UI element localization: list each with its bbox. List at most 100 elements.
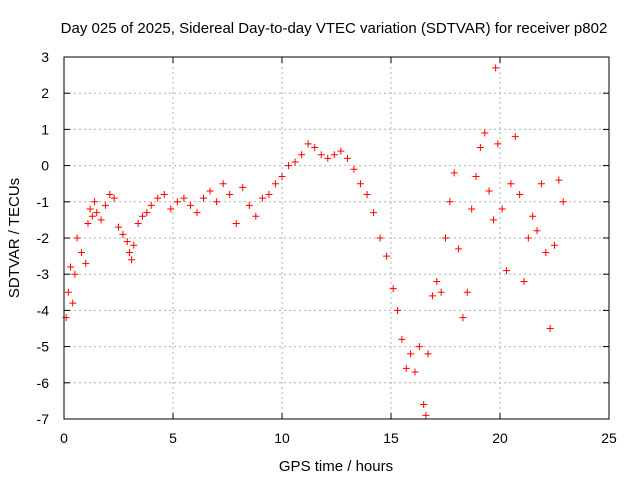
data-point (402, 364, 410, 372)
data-point (232, 220, 240, 228)
data-point (389, 285, 397, 293)
y-tick-label: -5 (37, 339, 50, 355)
data-point (524, 234, 532, 242)
data-point (77, 248, 85, 256)
data-point (84, 220, 92, 228)
data-point (476, 144, 484, 151)
data-point (123, 238, 131, 246)
data-point (93, 209, 101, 217)
data-point (193, 209, 201, 217)
data-point (206, 187, 214, 195)
data-point (450, 169, 458, 177)
data-point (239, 183, 247, 191)
y-tick-label: -2 (37, 230, 50, 246)
chart-title: Day 025 of 2025, Sidereal Day-to-day VTE… (61, 20, 608, 37)
y-tick-label: -6 (37, 375, 50, 391)
data-point (529, 212, 537, 220)
x-tick-label: 5 (169, 430, 177, 446)
data-point (383, 252, 391, 260)
plot-frame (63, 56, 610, 420)
grid-layer (64, 57, 609, 419)
data-point (492, 64, 500, 72)
data-point (219, 180, 227, 188)
x-tick-label: 0 (60, 430, 68, 446)
data-point (468, 205, 476, 213)
y-tick-label: 1 (41, 121, 49, 137)
data-point (73, 234, 81, 242)
data-point (291, 158, 299, 166)
data-point (481, 129, 489, 137)
x-tick-label: 20 (492, 430, 508, 446)
data-point (110, 194, 118, 202)
data-point (265, 191, 273, 199)
data-point (147, 201, 155, 209)
data-point (376, 234, 384, 242)
y-tick-label: -4 (37, 302, 50, 318)
data-point (459, 314, 467, 322)
x-tick-label: 25 (601, 430, 617, 446)
y-tick-layer: -7 -6 -5 -4 -3 -2 -1 0 1 2 3 (37, 49, 609, 427)
y-tick-label: 3 (41, 49, 49, 65)
data-point (551, 241, 558, 249)
data-point (516, 191, 524, 199)
data-point (67, 263, 75, 271)
data-point (317, 151, 325, 159)
data-point (304, 140, 312, 148)
y-tick-label: -1 (37, 194, 50, 210)
data-point (394, 306, 402, 314)
data-point (407, 350, 415, 358)
data-point (398, 335, 406, 343)
data-point (424, 350, 432, 358)
data-point (542, 248, 550, 256)
data-point (555, 176, 563, 184)
data-point (200, 194, 208, 202)
data-point (437, 288, 445, 296)
data-point (91, 198, 99, 206)
y-tick-label: 0 (41, 158, 49, 174)
x-tick-label: 10 (274, 430, 290, 446)
data-point (343, 154, 351, 162)
data-point (213, 198, 221, 206)
data-point (433, 277, 441, 285)
data-point (533, 227, 541, 235)
data-point (130, 241, 138, 249)
data-point (278, 172, 286, 180)
x-tick-label: 15 (383, 430, 399, 446)
data-point (64, 288, 72, 296)
data-point (324, 154, 332, 162)
data-point (298, 151, 306, 159)
y-tick-label: -7 (37, 411, 50, 427)
data-point (503, 267, 511, 275)
data-point (101, 201, 109, 209)
data-point (311, 144, 319, 151)
data-point (173, 198, 181, 206)
data-point (350, 165, 358, 173)
data-point (245, 201, 253, 209)
data-point (511, 133, 519, 141)
data-point (494, 140, 502, 148)
data-point (115, 223, 122, 231)
data-point (546, 325, 554, 332)
data-point (252, 212, 260, 220)
data-point (415, 343, 423, 351)
x-axis-label: GPS time / hours (279, 458, 393, 475)
data-point (125, 248, 133, 256)
y-axis-label: SDTVAR / TECUs (6, 178, 23, 298)
data-point (559, 198, 567, 206)
data-point (442, 234, 449, 242)
data-point (489, 216, 497, 224)
data-marks-layer (62, 64, 567, 419)
data-point (537, 180, 545, 188)
data-point (160, 191, 168, 199)
data-point (82, 259, 90, 267)
data-point (411, 368, 419, 376)
data-point (422, 411, 430, 419)
data-point (370, 209, 378, 217)
data-point (498, 205, 506, 213)
x-tick-layer: 0 5 10 15 20 25 (60, 57, 617, 446)
data-point (463, 288, 471, 296)
data-point (167, 205, 175, 213)
data-point (97, 216, 105, 224)
data-point (428, 292, 436, 300)
